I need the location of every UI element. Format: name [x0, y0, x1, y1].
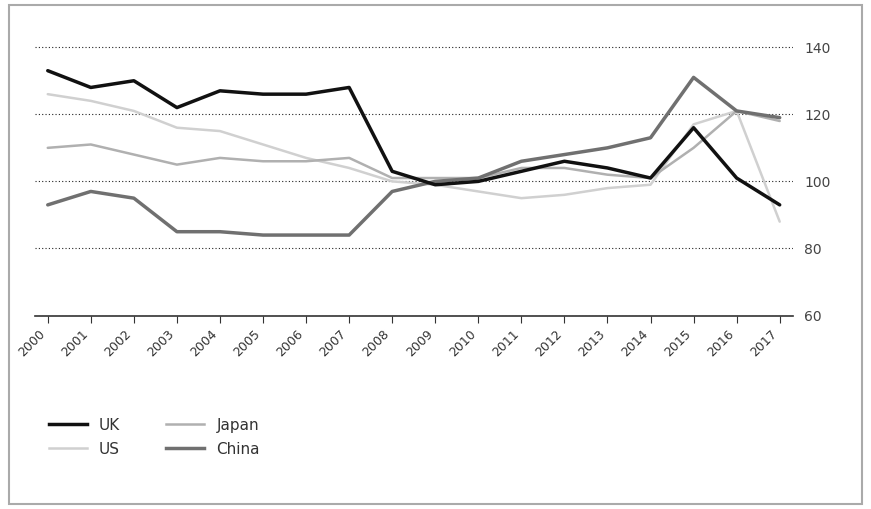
Legend: UK, US, Japan, China: UK, US, Japan, China — [43, 412, 267, 463]
